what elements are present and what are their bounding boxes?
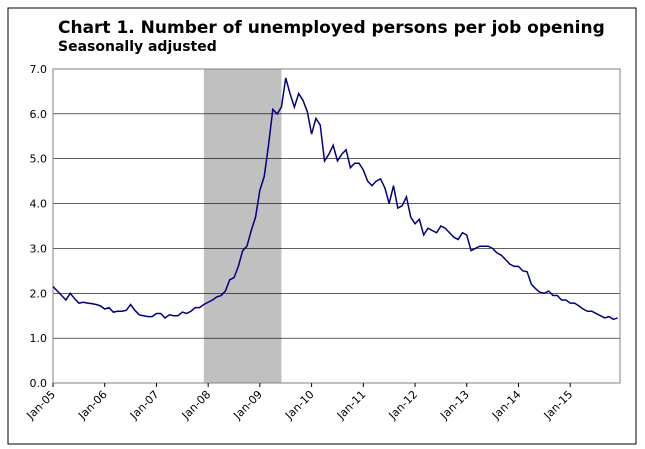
x-tick-label: Jan-05: [24, 388, 59, 423]
y-tick-label: 6.0: [30, 108, 48, 121]
x-tick-label: Jan-12: [386, 388, 421, 423]
x-tick-label: Jan-06: [75, 388, 110, 423]
data-line: [52, 77, 618, 321]
y-tick-label: 7.0: [30, 63, 48, 76]
y-tick-label: 2.0: [30, 287, 48, 300]
y-tick-label: 0.0: [30, 377, 48, 390]
x-tick-label: Jan-13: [437, 388, 472, 423]
recession-shade: [203, 69, 282, 383]
plot-frame: [52, 68, 621, 384]
chart-subtitle: Seasonally adjusted: [58, 39, 217, 55]
x-tick-label: Jan-11: [334, 388, 369, 423]
y-tick-label: 5.0: [30, 153, 48, 166]
x-tick-label: Jan-08: [179, 388, 214, 423]
y-tick-label: 3.0: [30, 242, 48, 255]
chart-title: Chart 1. Number of unemployed persons pe…: [58, 18, 605, 38]
x-tick-label: Jan-09: [230, 388, 265, 423]
y-tick-label: 4.0: [30, 198, 48, 211]
x-tick-label: Jan-14: [489, 388, 524, 423]
y-tick-label: 1.0: [30, 332, 48, 345]
x-tick-label: Jan-07: [127, 388, 162, 423]
x-tick-label: Jan-10: [282, 388, 317, 423]
chart-border: [7, 7, 637, 445]
x-tick-label: Jan-15: [541, 388, 576, 423]
